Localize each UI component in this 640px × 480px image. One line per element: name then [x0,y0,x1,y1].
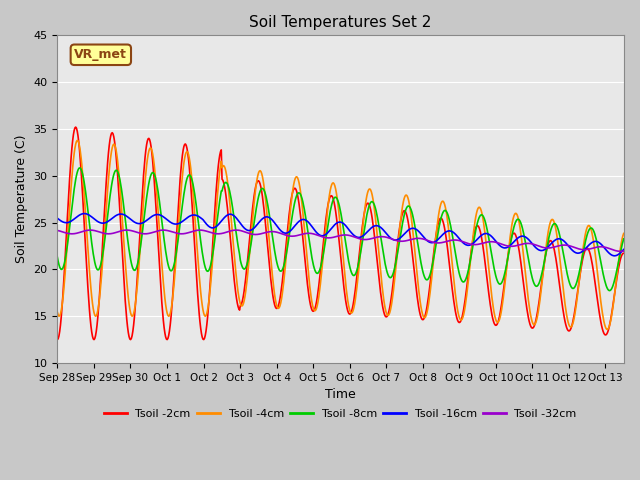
Y-axis label: Soil Temperature (C): Soil Temperature (C) [15,135,28,264]
Title: Soil Temperatures Set 2: Soil Temperatures Set 2 [250,15,432,30]
Legend: Tsoil -2cm, Tsoil -4cm, Tsoil -8cm, Tsoil -16cm, Tsoil -32cm: Tsoil -2cm, Tsoil -4cm, Tsoil -8cm, Tsoi… [100,404,581,423]
Text: VR_met: VR_met [74,48,127,61]
X-axis label: Time: Time [325,388,356,401]
